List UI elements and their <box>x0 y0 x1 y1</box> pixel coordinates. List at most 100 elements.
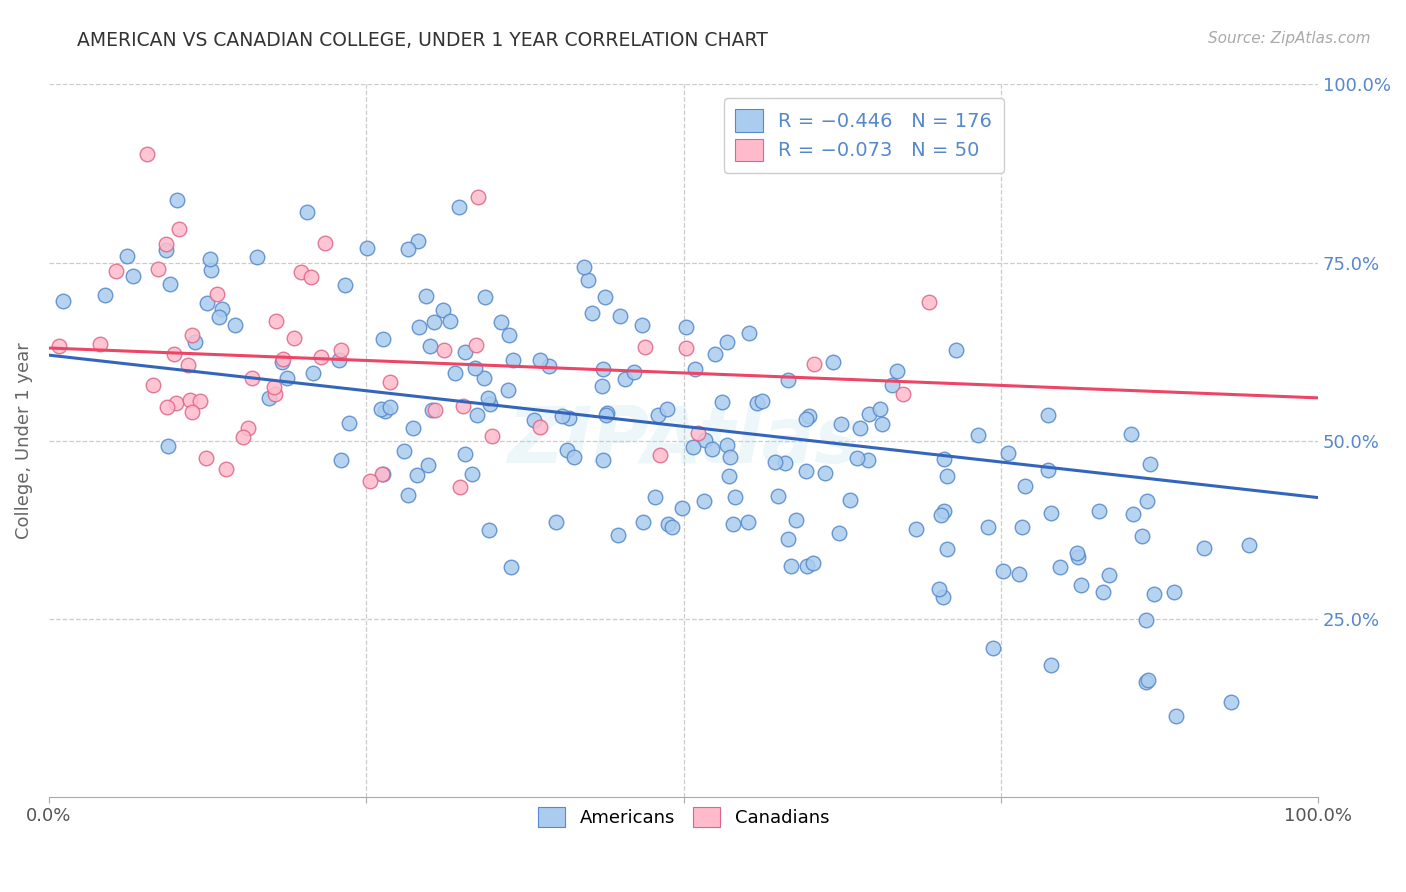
Point <box>794 412 817 426</box>
Point <box>562 450 585 465</box>
Point <box>683 362 706 376</box>
Point <box>977 520 1000 534</box>
Point <box>48 339 70 353</box>
Point <box>333 277 356 292</box>
Point <box>156 439 179 453</box>
Point <box>1036 463 1059 477</box>
Point <box>371 467 394 482</box>
Text: Source: ZipAtlas.com: Source: ZipAtlas.com <box>1208 31 1371 46</box>
Point <box>165 396 187 410</box>
Point <box>1036 409 1059 423</box>
Point <box>682 440 704 454</box>
Point <box>115 249 138 263</box>
Point <box>179 393 201 408</box>
Point <box>1136 493 1159 508</box>
Point <box>156 400 179 414</box>
Point <box>371 332 394 346</box>
Point <box>163 347 186 361</box>
Point <box>184 334 207 349</box>
Point <box>454 447 477 461</box>
Point <box>1143 587 1166 601</box>
Point <box>555 443 578 458</box>
Point <box>502 353 524 368</box>
Point <box>827 525 849 540</box>
Point <box>271 354 294 368</box>
Point <box>359 474 381 488</box>
Point <box>378 400 401 414</box>
Point <box>271 351 294 366</box>
Point <box>803 357 825 371</box>
Point <box>592 362 614 376</box>
Point <box>1088 504 1111 518</box>
Point <box>718 450 741 464</box>
Point <box>1139 457 1161 471</box>
Point <box>465 408 488 422</box>
Point <box>122 268 145 283</box>
Point <box>591 379 613 393</box>
Point <box>945 343 967 357</box>
Point <box>931 508 953 522</box>
Point <box>1239 538 1261 552</box>
Point <box>94 288 117 302</box>
Point <box>301 366 323 380</box>
Point <box>406 235 429 249</box>
Point <box>238 420 260 434</box>
Point <box>314 235 336 250</box>
Point <box>967 428 990 442</box>
Point <box>408 320 430 334</box>
Point <box>449 480 471 494</box>
Point <box>461 467 484 481</box>
Point <box>872 417 894 432</box>
Point <box>481 429 503 443</box>
Point <box>257 392 280 406</box>
Point <box>356 241 378 255</box>
Point <box>593 290 616 304</box>
Point <box>496 383 519 397</box>
Point <box>572 260 595 274</box>
Point <box>207 310 229 324</box>
Point <box>796 558 818 573</box>
Point <box>474 290 496 304</box>
Point <box>773 456 796 470</box>
Point <box>1008 566 1031 581</box>
Point <box>718 469 741 483</box>
Point <box>648 448 671 462</box>
Point <box>704 347 727 361</box>
Point <box>329 343 352 358</box>
Point <box>211 302 233 317</box>
Point <box>623 365 645 379</box>
Legend: Americans, Canadians: Americans, Canadians <box>531 800 837 834</box>
Point <box>846 451 869 466</box>
Point <box>246 250 269 264</box>
Point <box>1091 585 1114 599</box>
Point <box>891 387 914 401</box>
Point <box>491 314 513 328</box>
Point <box>501 559 523 574</box>
Point <box>932 504 955 518</box>
Point <box>1163 585 1185 599</box>
Point <box>240 371 263 385</box>
Point <box>869 401 891 416</box>
Point <box>418 458 440 472</box>
Point <box>858 452 880 467</box>
Point <box>661 520 683 534</box>
Point <box>142 377 165 392</box>
Point <box>1066 546 1088 560</box>
Point <box>264 314 287 328</box>
Y-axis label: College, Under 1 year: College, Under 1 year <box>15 343 32 539</box>
Point <box>721 516 744 531</box>
Point <box>644 490 666 504</box>
Point <box>264 387 287 401</box>
Point <box>581 306 603 320</box>
Point <box>886 364 908 378</box>
Point <box>647 408 669 422</box>
Point <box>215 462 238 476</box>
Point <box>737 515 759 529</box>
Point <box>181 327 204 342</box>
Point <box>523 413 546 427</box>
Point <box>433 343 456 357</box>
Point <box>1070 578 1092 592</box>
Point <box>195 296 218 310</box>
Point <box>776 374 799 388</box>
Point <box>631 318 654 332</box>
